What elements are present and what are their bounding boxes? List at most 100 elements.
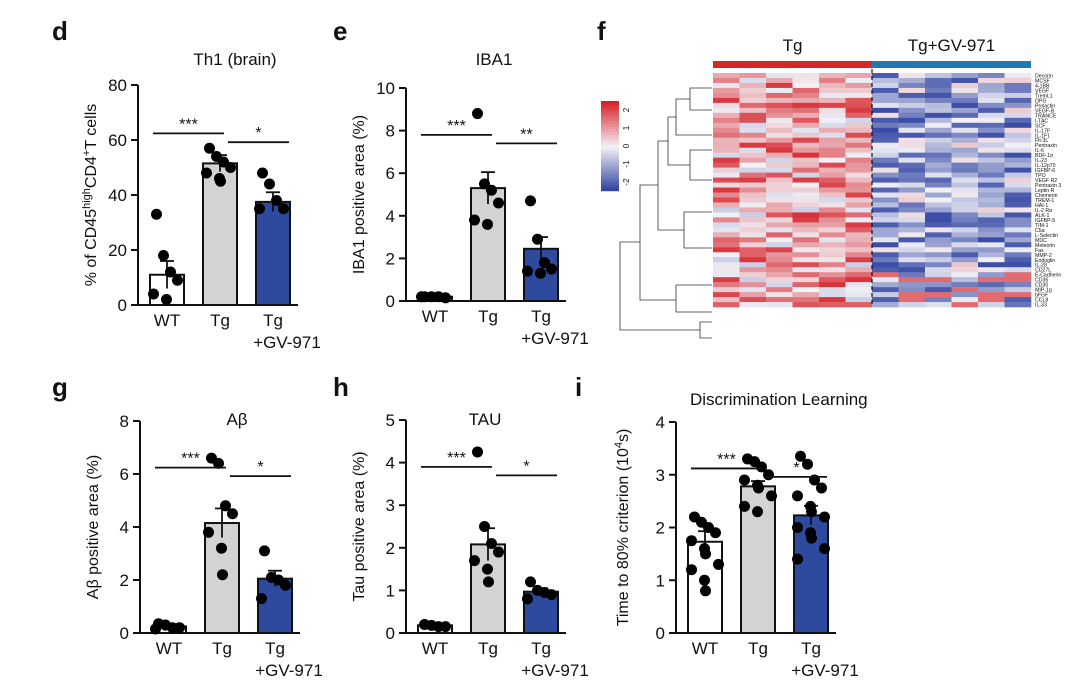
- heatmap-cell: [1004, 277, 1032, 283]
- heatmap-cell: [951, 97, 979, 104]
- bar-1: [202, 162, 238, 306]
- heatmap-cell: [925, 152, 952, 158]
- x-tick-label: WT: [692, 639, 718, 658]
- heatmap-row-label: L-Selectin: [1035, 233, 1058, 239]
- heatmap-cell: [845, 142, 873, 148]
- heatmap-cell: [792, 132, 820, 139]
- heatmap-cell: [951, 87, 979, 94]
- heatmap-cell: [978, 192, 1005, 198]
- heatmap-cell: [1004, 77, 1032, 84]
- panel-letter: g: [52, 372, 68, 402]
- heatmap-cell: [898, 217, 926, 223]
- heatmap-cell: [898, 202, 926, 208]
- colorbar-cell: [601, 143, 619, 146]
- heatmap-cell: [739, 187, 767, 193]
- y-tick-label: 10: [376, 79, 395, 98]
- heatmap-row-label: IGFBP-6: [1035, 168, 1055, 174]
- data-point: [486, 538, 497, 550]
- heatmap-cell: [1004, 237, 1032, 243]
- colorbar-cell: [601, 109, 619, 112]
- heatmap-cell: [739, 147, 767, 153]
- colorbar-cell: [601, 133, 619, 136]
- heatmap-cell: [898, 222, 926, 228]
- significance-label: *: [255, 125, 261, 142]
- heatmap-cell: [845, 77, 873, 84]
- colorbar-cell: [601, 147, 619, 150]
- data-point: [213, 457, 224, 469]
- heatmap-cell: [766, 237, 793, 243]
- data-point: [280, 579, 291, 591]
- dendrogram: [619, 87, 712, 339]
- heatmap-row-label: MCSF: [1035, 78, 1050, 84]
- data-point: [486, 184, 497, 196]
- heatmap-cell: [845, 257, 873, 263]
- data-point: [686, 535, 697, 547]
- data-point: [479, 521, 490, 532]
- x-tick-label: Tg: [531, 639, 551, 658]
- heatmap-cell: [739, 172, 767, 178]
- heatmap-row-label: OPG: [1035, 98, 1047, 104]
- y-tick-label: 4: [386, 454, 395, 473]
- heatmap-cell: [951, 217, 979, 223]
- heatmap-cell: [792, 157, 820, 163]
- heatmap-cell: [1004, 212, 1032, 218]
- heatmap-cell: [819, 82, 846, 89]
- heatmap-cell: [872, 107, 899, 114]
- data-point: [739, 500, 750, 512]
- heatmap-cell: [713, 112, 740, 119]
- heatmap-cell: [872, 207, 899, 213]
- heatmap-cell: [792, 192, 820, 198]
- heatmap-cell: [951, 292, 979, 298]
- heatmap-cell: [845, 73, 873, 79]
- x-tick-label: Tg: [265, 639, 285, 658]
- heatmap-cell: [925, 177, 952, 183]
- x-tick-label: Tg: [212, 639, 232, 658]
- heatmap-cell: [845, 157, 873, 163]
- heatmap-cell: [951, 242, 979, 248]
- heatmap-cell: [845, 147, 873, 153]
- heatmap-cell: [739, 73, 767, 79]
- x-tick-sublabel: +GV-971: [791, 661, 859, 680]
- heatmap-cell: [792, 262, 820, 268]
- heatmap-cell: [819, 277, 846, 283]
- heatmap-cell: [792, 122, 820, 129]
- heatmap-cell: [713, 237, 740, 243]
- heatmap-cell: [951, 172, 979, 178]
- heatmap-cell: [951, 247, 979, 253]
- heatmap-cell: [978, 302, 1005, 308]
- heatmap-cell: [739, 97, 767, 104]
- data-point: [216, 542, 227, 554]
- y-axis-label: Aβ positive area (%): [85, 455, 102, 599]
- heatmap-cell: [872, 302, 899, 308]
- data-point: [259, 545, 270, 557]
- heatmap-cell: [819, 287, 846, 293]
- heatmap-cell: [713, 172, 740, 178]
- heatmap-cell: [766, 167, 793, 173]
- data-point: [264, 178, 275, 190]
- panel-letter: i: [575, 372, 582, 402]
- heatmap-cell: [819, 92, 846, 99]
- heatmap-cell: [792, 182, 820, 188]
- heatmap-row-label: Chemerin: [1035, 193, 1058, 199]
- heatmap-cell: [925, 182, 952, 188]
- heatmap-cell: [713, 232, 740, 238]
- heatmap-cell: [713, 137, 740, 144]
- heatmap-cell: [925, 222, 952, 228]
- heatmap-cell: [845, 282, 873, 288]
- heatmap-cell: [898, 97, 926, 104]
- heatmap-cell: [978, 262, 1005, 268]
- data-point: [257, 167, 268, 179]
- heatmap-cell: [713, 282, 740, 288]
- significance-label: ***: [179, 116, 198, 133]
- heatmap-cell: [978, 112, 1005, 119]
- heatmap-cell: [1004, 257, 1032, 263]
- heatmap-cell: [766, 122, 793, 129]
- data-point: [710, 527, 721, 539]
- heatmap-cell: [925, 147, 952, 153]
- heatmap-cell: [978, 162, 1005, 168]
- significance-label: *: [257, 459, 263, 476]
- heatmap-cell: [766, 82, 793, 89]
- heatmap-cell: [925, 247, 952, 253]
- heatmap-cell: [951, 287, 979, 293]
